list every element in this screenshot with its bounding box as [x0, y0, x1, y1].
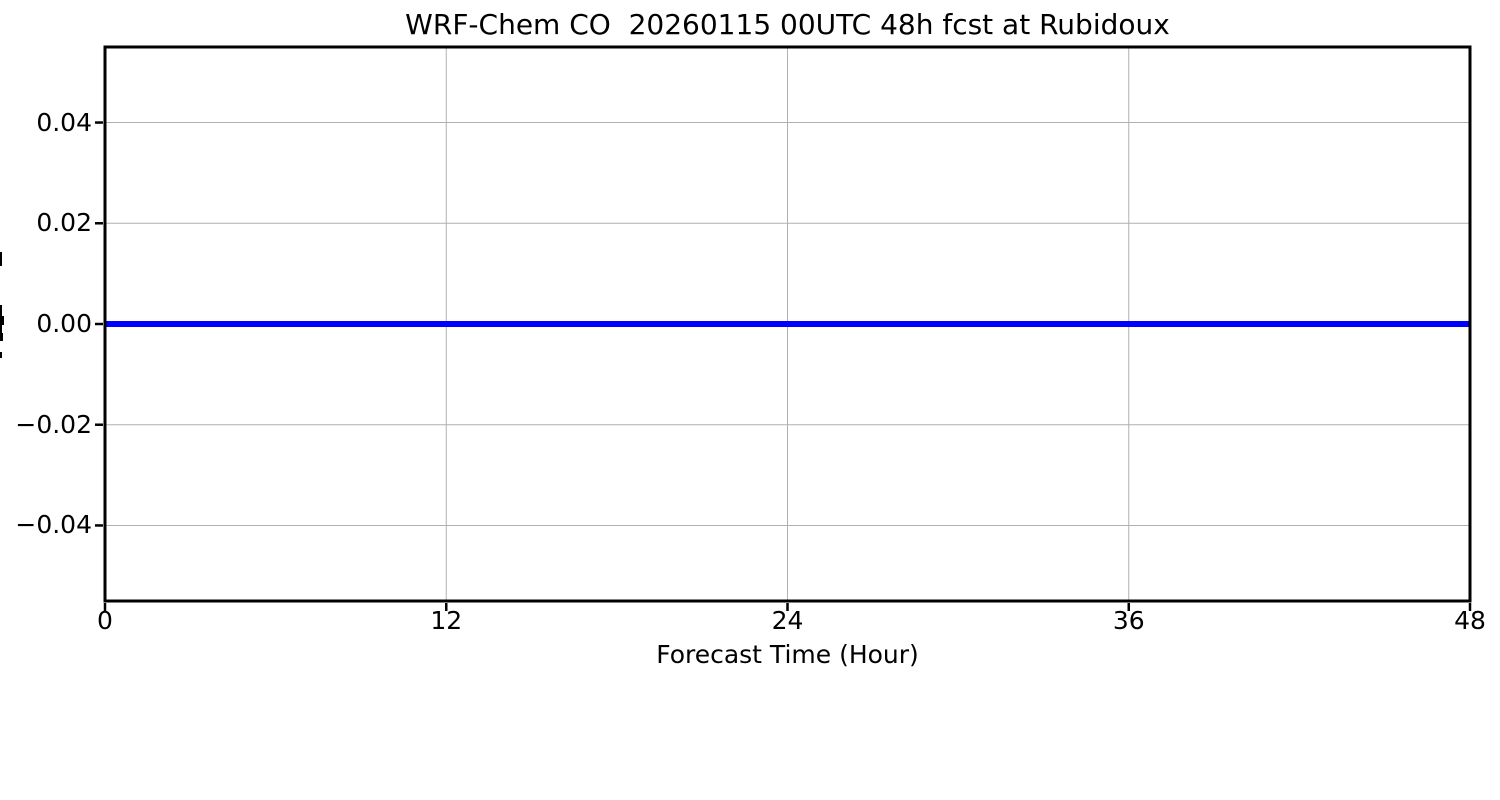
chart-title: WRF-Chem CO 20260115 00UTC 48h fcst at R…: [405, 8, 1170, 41]
y-axis-label-clipped-fragment: [0, 316, 4, 325]
y-axis-label-clipped-fragment: [0, 333, 3, 341]
y-tick-label: −0.02: [15, 409, 92, 439]
x-tick-label: 48: [1454, 606, 1486, 635]
plot-border: [103, 45, 1472, 603]
x-tick-label: 12: [430, 606, 463, 635]
x-tick-label: 36: [1112, 606, 1145, 635]
y-tick-label: 0.02: [36, 208, 92, 238]
x-tick-label: 24: [771, 606, 804, 635]
y-axis-label-clipped-fragment: [0, 252, 2, 266]
x-tick-label: 0: [97, 606, 113, 635]
y-tick-label: −0.04: [15, 510, 92, 540]
y-tick-label: 0.04: [36, 107, 92, 137]
y-axis-label-clipped-fragment: [0, 352, 2, 358]
x-axis-label: Forecast Time (Hour): [656, 640, 919, 669]
y-tick-label: 0.00: [36, 309, 92, 338]
